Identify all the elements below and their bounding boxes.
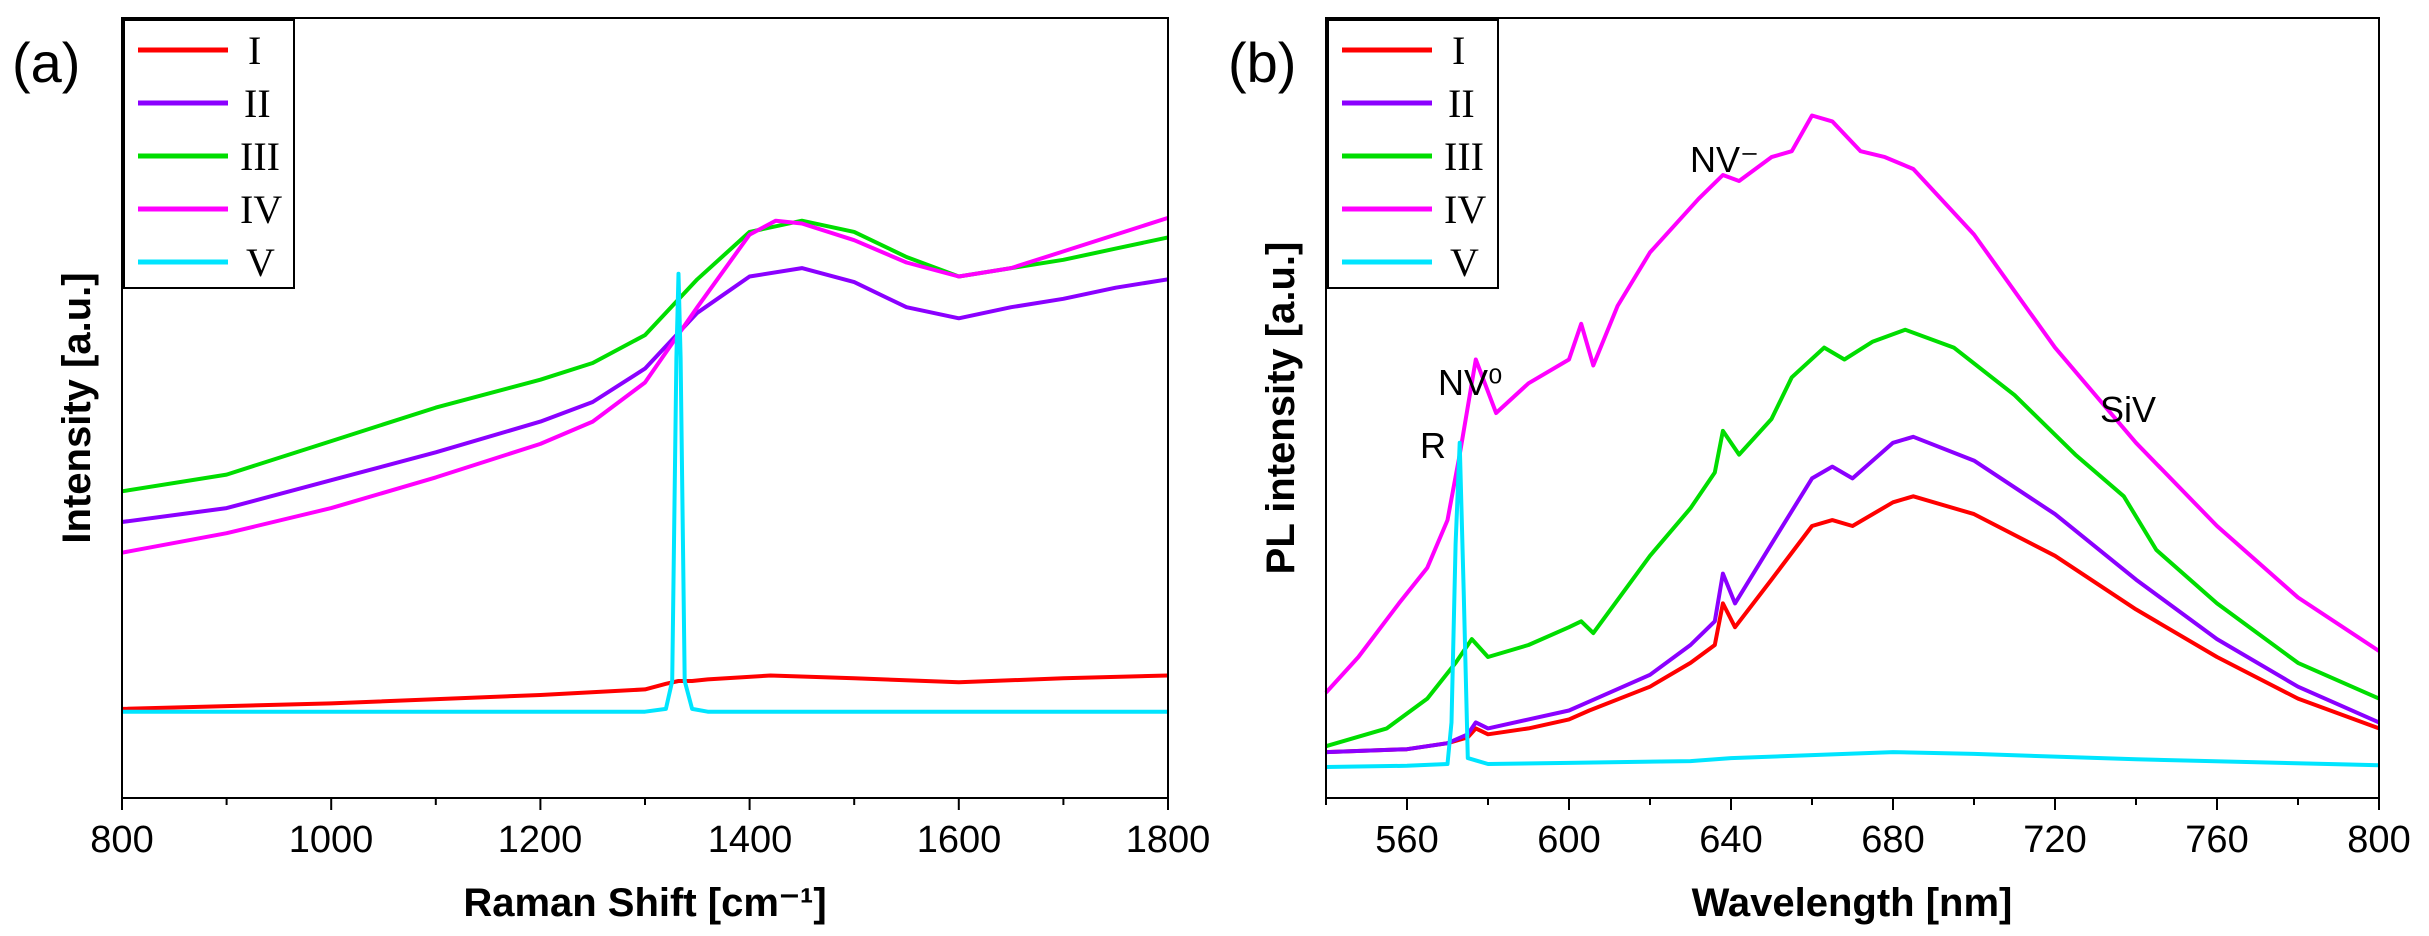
x-axis-title-b: Wavelength [nm] bbox=[1692, 881, 2013, 925]
x-axis-ticks-b bbox=[1325, 798, 2380, 810]
y-axis-title-b: PL intensity [a.u.] bbox=[1259, 242, 1303, 575]
legend-label-IV: IV bbox=[240, 187, 282, 232]
x-tick-label: 720 bbox=[2023, 819, 2086, 861]
plot-frame-b bbox=[1325, 17, 2380, 799]
series-line-b-3 bbox=[1325, 327, 2380, 749]
x-tick-label: 600 bbox=[1537, 819, 1600, 861]
annotation-R: R bbox=[1420, 425, 1446, 466]
legend-label-II: II bbox=[1448, 81, 1475, 126]
annotation-NV0: NV⁰ bbox=[1438, 362, 1502, 403]
panel-label-b: (b) bbox=[1228, 31, 1296, 94]
series-line-a-2 bbox=[121, 266, 1169, 524]
x-tick-label: 1200 bbox=[498, 819, 583, 861]
x-tick-label: 640 bbox=[1699, 819, 1762, 861]
legend-a: I II III IV V bbox=[123, 19, 295, 289]
legend-label-II: II bbox=[244, 81, 271, 126]
legend-label-I: I bbox=[1452, 28, 1465, 73]
x-tick-label: 1800 bbox=[1126, 819, 1211, 861]
panel-a: (a) 800 1000 1200 1400 1600 1800 Raman S… bbox=[12, 17, 1211, 925]
x-axis-ticks-a bbox=[121, 798, 1169, 810]
x-tick-label: 760 bbox=[2185, 819, 2248, 861]
x-tick-label: 1600 bbox=[917, 819, 1002, 861]
annotation-NV-minus: NV⁻ bbox=[1690, 139, 1759, 180]
x-tick-label: 800 bbox=[90, 819, 153, 861]
legend-label-IV: IV bbox=[1444, 187, 1486, 232]
legend-label-V: V bbox=[1450, 240, 1479, 285]
legend-label-III: III bbox=[1444, 134, 1484, 179]
legend-label-III: III bbox=[240, 134, 280, 179]
legend-label-I: I bbox=[248, 28, 261, 73]
panel-label-a: (a) bbox=[12, 31, 80, 94]
x-tick-label: 1000 bbox=[289, 819, 374, 861]
series-line-a-1 bbox=[121, 673, 1169, 711]
legend-label-V: V bbox=[246, 240, 275, 285]
x-tick-label: 560 bbox=[1375, 819, 1438, 861]
x-tick-label: 1400 bbox=[708, 819, 793, 861]
y-axis-title-a: Intensity [a.u.] bbox=[55, 272, 99, 543]
series-group-a bbox=[121, 215, 1169, 714]
x-tick-label: 680 bbox=[1861, 819, 1924, 861]
series-line-a-3 bbox=[121, 218, 1169, 494]
legend-b: I II III IV V bbox=[1327, 19, 1499, 289]
series-line-a-4 bbox=[121, 215, 1169, 555]
series-group-b bbox=[1324, 113, 2381, 769]
panel-b: (b) 560 600 640 680 720 760 800 Waveleng… bbox=[1228, 17, 2411, 925]
series-line-b-5 bbox=[1325, 440, 2380, 769]
annotation-SiV: SiV bbox=[2100, 389, 2156, 430]
series-line-b-2 bbox=[1325, 434, 2380, 755]
x-tick-label: 800 bbox=[2347, 819, 2410, 861]
series-line-a-5 bbox=[122, 271, 1168, 714]
x-axis-title-a: Raman Shift [cm⁻¹] bbox=[463, 881, 826, 925]
series-line-b-1 bbox=[1325, 494, 2380, 755]
